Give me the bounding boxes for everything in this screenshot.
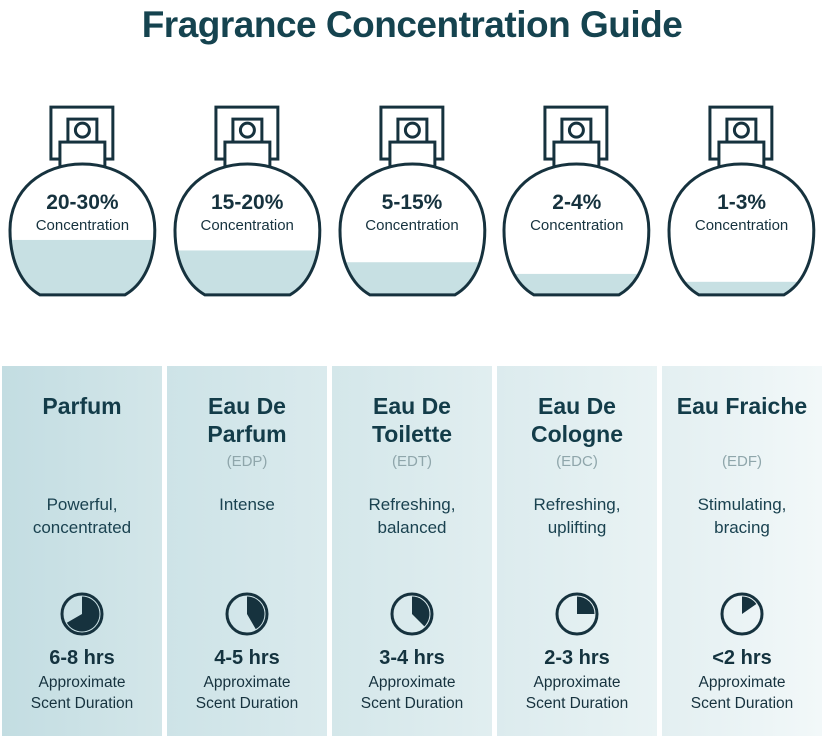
- nozzle-hole-icon: [73, 121, 91, 139]
- nozzle-hole-icon: [568, 121, 586, 139]
- perfume-bottle-icon: [338, 105, 486, 297]
- bottle-outline: [502, 162, 651, 297]
- clock-icon: [555, 592, 599, 636]
- bottle-eau-fraiche: 1-3% Concentration: [659, 102, 824, 298]
- fragrance-description: Refreshing, balanced: [368, 495, 456, 537]
- scent-duration: 6-8 hrs: [49, 647, 115, 669]
- perfume-bottle-icon: [8, 105, 157, 297]
- nozzle-hole-icon: [733, 121, 751, 139]
- fragrance-description: Intense: [219, 495, 275, 514]
- fragrance-description: Powerful, concentrated: [32, 495, 132, 537]
- fragrance-name: Parfum: [42, 393, 122, 419]
- bottles-row: 20-30% Concentration 15-20% Concentratio…: [0, 102, 824, 302]
- scent-duration: <2 hrs: [712, 647, 772, 669]
- card-eau-de-toilette: Eau De Toilette (EDT) Refreshing, balanc…: [332, 366, 492, 736]
- bottle-eau-de-cologne: 2-4% Concentration: [494, 102, 659, 298]
- bottle-outline: [173, 162, 322, 297]
- fragrance-abbr: (EDC): [556, 453, 598, 470]
- bottle-outline: [338, 162, 486, 297]
- card-eau-de-cologne: Eau De Cologne (EDC) Refreshing, uplifti…: [497, 366, 657, 736]
- duration-caption: Approximate Scent Duration: [525, 674, 629, 713]
- fragrance-name: Eau De Toilette: [371, 393, 453, 448]
- cards-row: Parfum Powerful, concentrated 6-8 hrs Ap…: [0, 366, 824, 736]
- perfume-bottle-icon: [667, 105, 816, 297]
- perfume-bottle-icon: [173, 105, 322, 297]
- bottle-eau-de-toilette: 5-15% Concentration: [330, 102, 495, 298]
- fragrance-concentration-guide: { "title": "Fragrance Concentration Guid…: [0, 4, 824, 736]
- fragrance-description: Refreshing, uplifting: [533, 495, 621, 537]
- perfume-bottle-icon: [502, 105, 651, 297]
- clock-icon: [60, 592, 104, 636]
- nozzle-hole-icon: [238, 121, 256, 139]
- liquid-fill: [174, 250, 320, 295]
- duration-caption: Approximate Scent Duration: [690, 674, 794, 713]
- nozzle-hole-icon: [403, 121, 421, 139]
- clock-icon: [720, 592, 764, 636]
- clock-icon: [225, 592, 269, 636]
- fragrance-description: Stimulating, bracing: [697, 495, 787, 537]
- card-eau-de-parfum: Eau De Parfum (EDP) Intense 4-5 hrs Appr…: [167, 366, 327, 736]
- page-title: Fragrance Concentration Guide: [141, 4, 683, 45]
- scent-duration: 4-5 hrs: [214, 647, 280, 669]
- bottle-body: [339, 164, 485, 295]
- fragrance-abbr: (EDF): [722, 453, 762, 470]
- duration-caption: Approximate Scent Duration: [30, 674, 134, 713]
- fragrance-abbr: (EDP): [226, 453, 268, 470]
- fragrance-name: Eau Fraiche: [676, 393, 808, 419]
- bottle-body: [504, 164, 650, 295]
- bottle-parfum: 20-30% Concentration: [0, 102, 165, 298]
- card-parfum: Parfum Powerful, concentrated 6-8 hrs Ap…: [2, 366, 162, 736]
- liquid-fill: [504, 273, 650, 295]
- duration-caption: Approximate Scent Duration: [195, 674, 299, 713]
- fragrance-name: Eau De Parfum: [207, 393, 287, 448]
- duration-caption: Approximate Scent Duration: [360, 674, 464, 713]
- scent-duration: 3-4 hrs: [379, 647, 445, 669]
- bottle-outline: [8, 162, 157, 297]
- fragrance-abbr: (EDT): [392, 453, 432, 470]
- liquid-fill: [669, 281, 814, 295]
- bottle-outline: [667, 162, 816, 297]
- fragrance-name: Eau De Cologne: [531, 393, 623, 448]
- liquid-fill: [9, 239, 155, 295]
- clock-icon: [390, 592, 434, 636]
- bottle-body: [669, 164, 814, 295]
- card-eau-fraiche: Eau Fraiche (EDF) Stimulating, bracing <…: [662, 366, 822, 736]
- bottle-eau-de-parfum: 15-20% Concentration: [165, 102, 330, 298]
- scent-duration: 2-3 hrs: [544, 647, 610, 669]
